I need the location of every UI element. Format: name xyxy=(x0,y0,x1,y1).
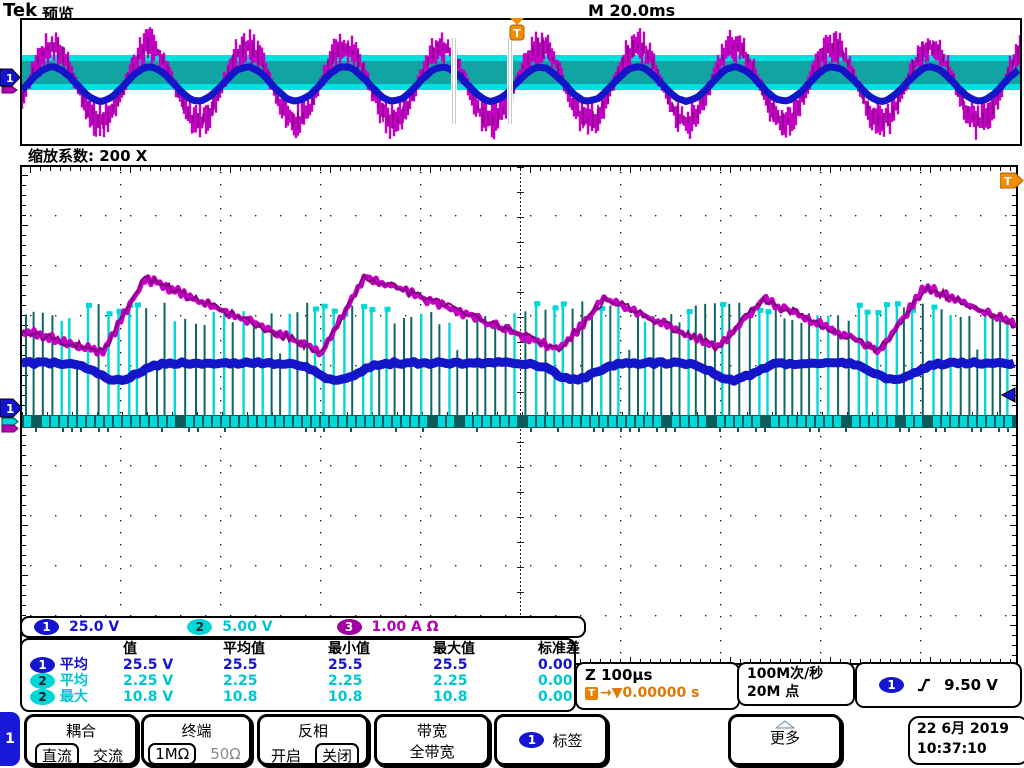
trigger-time-flag[interactable]: T xyxy=(1000,172,1024,190)
measurement-table: 值 平均值 最小值 最大值 标准差 1 平均 25.5 V 25.5 25.5 … xyxy=(20,638,580,712)
bandwidth-menu-button[interactable]: 带宽 全带宽 xyxy=(374,714,490,766)
meas-r3-max: 10.8 xyxy=(433,689,468,705)
ch3-badge: 3 xyxy=(336,619,362,635)
ch2-badge: 2 xyxy=(187,619,213,635)
menu-tab-label: 1 xyxy=(5,731,15,747)
sample-rate: 100M次/秒 xyxy=(747,666,824,682)
coupling-menu-button[interactable]: 耦合 直流 交流 xyxy=(24,714,138,768)
trigger-readout-box: 1 9.50 V xyxy=(855,662,1022,708)
zoom-trigger-icon: T xyxy=(585,686,598,700)
more-menu-button[interactable]: 更多 xyxy=(728,714,842,766)
termination-1m-option[interactable]: 1MΩ xyxy=(148,743,197,765)
zoom-readout-box: Z 100µs T →▼0.00000 s xyxy=(575,662,740,710)
meas-r1-std: 0.00 xyxy=(538,657,573,673)
trigger-level: 9.50 V xyxy=(944,676,998,694)
main-waveform-panel xyxy=(20,165,1018,665)
invert-off-option[interactable]: 关闭 xyxy=(315,743,360,768)
meas-row-label: 2 最大 xyxy=(30,689,123,705)
meas-row-label: 2 平均 xyxy=(30,673,123,689)
ch3-scale: 1.00 A Ω xyxy=(371,619,439,635)
overview-ch1-marker-label: 1 xyxy=(6,72,14,85)
record-length: 20M 点 xyxy=(747,684,800,700)
termination-50-option[interactable]: 50Ω xyxy=(210,745,241,763)
coupling-dc-option[interactable]: 直流 xyxy=(34,743,79,768)
meas-r2-ch-badge: 2 xyxy=(30,673,55,689)
acquisition-readout-box: 100M次/秒 20M 点 xyxy=(737,662,855,706)
main-ch1-marker-label: 1 xyxy=(6,402,14,416)
meas-r2-value: 2.25 V xyxy=(123,673,174,689)
meas-r3-std: 0.00 xyxy=(538,689,573,705)
meas-r1-name: 平均 xyxy=(59,657,88,673)
more-button-text: 更多 xyxy=(769,729,800,747)
meas-r2-min: 2.25 xyxy=(328,673,363,689)
meas-header-min: 最小值 xyxy=(328,641,370,657)
coupling-title: 耦合 xyxy=(65,722,96,740)
invert-title: 反相 xyxy=(297,722,328,740)
trigger-time-flag-letter: T xyxy=(1004,175,1012,188)
chevron-up-icon xyxy=(775,720,795,729)
meas-header-max: 最大值 xyxy=(433,641,475,657)
date-text: 22 6月 2019 xyxy=(917,721,1009,737)
label-ch-badge: 1 xyxy=(519,732,545,748)
meas-r3-min: 10.8 xyxy=(328,689,363,705)
meas-r1-ch-badge: 1 xyxy=(30,657,55,673)
ch2-scale: 5.00 V xyxy=(222,619,273,635)
trigger-flag-letter: T xyxy=(513,27,521,40)
meas-r3-ch-badge: 2 xyxy=(30,689,55,705)
label-menu-button[interactable]: 1 标签 xyxy=(494,714,608,766)
meas-header-mean: 平均值 xyxy=(223,641,265,657)
overview-waveform-plot xyxy=(22,27,1020,140)
menu-channel-tab[interactable]: 1 xyxy=(0,712,20,766)
datetime-box: 22 6月 2019 10:37:10 xyxy=(908,716,1024,765)
zoom-position: →▼0.00000 s xyxy=(600,685,700,701)
meas-r1-max: 25.5 xyxy=(433,657,468,673)
termination-menu-button[interactable]: 终端 1MΩ 50Ω xyxy=(141,714,252,766)
meas-r2-name: 平均 xyxy=(59,673,88,689)
trigger-position-marker[interactable]: T xyxy=(508,18,526,43)
meas-r3-value: 10.8 V xyxy=(123,689,174,705)
invert-on-option[interactable]: 开启 xyxy=(270,747,301,765)
ch1-scale: 25.0 V xyxy=(69,619,120,635)
bandwidth-title: 带宽 xyxy=(416,722,447,740)
invert-menu-button[interactable]: 反相 开启 关闭 xyxy=(257,714,369,768)
meas-r2-mean: 2.25 xyxy=(223,673,258,689)
zoom-scale: Z 100µs xyxy=(585,666,653,684)
trigger-source-badge: 1 xyxy=(879,677,905,693)
bandwidth-value: 全带宽 xyxy=(409,743,455,761)
meas-r3-mean: 10.8 xyxy=(223,689,258,705)
timebase-label: M 20.0ms xyxy=(588,1,676,20)
meas-header-std: 标准差 xyxy=(538,641,580,657)
coupling-ac-option[interactable]: 交流 xyxy=(93,747,124,765)
meas-r1-mean: 25.5 xyxy=(223,657,258,673)
meas-r2-max: 2.25 xyxy=(433,673,468,689)
time-text: 10:37:10 xyxy=(917,741,987,757)
channel-readout-bar: 1 25.0 V 2 5.00 V 3 1.00 A Ω xyxy=(20,616,586,638)
rising-edge-icon xyxy=(918,678,931,692)
meas-row-label: 1 平均 xyxy=(30,657,123,673)
zoom-factor-label: 缩放系数: 200 X xyxy=(28,147,148,165)
termination-title: 终端 xyxy=(181,722,212,740)
meas-r2-std: 0.00 xyxy=(538,673,573,689)
label-button-text: 标签 xyxy=(552,731,583,750)
meas-r1-value: 25.5 V xyxy=(123,657,174,673)
meas-header-value: 值 xyxy=(123,641,137,657)
main-waveform-plot xyxy=(22,167,1016,663)
ch1-badge: 1 xyxy=(34,619,59,635)
main-channel-markers[interactable]: 1 xyxy=(0,397,26,437)
meas-r3-name: 最大 xyxy=(59,689,88,705)
meas-r1-min: 25.5 xyxy=(328,657,363,673)
tek-logo: Tek xyxy=(3,0,38,21)
overview-channel1-marker[interactable]: 1 xyxy=(0,68,24,96)
